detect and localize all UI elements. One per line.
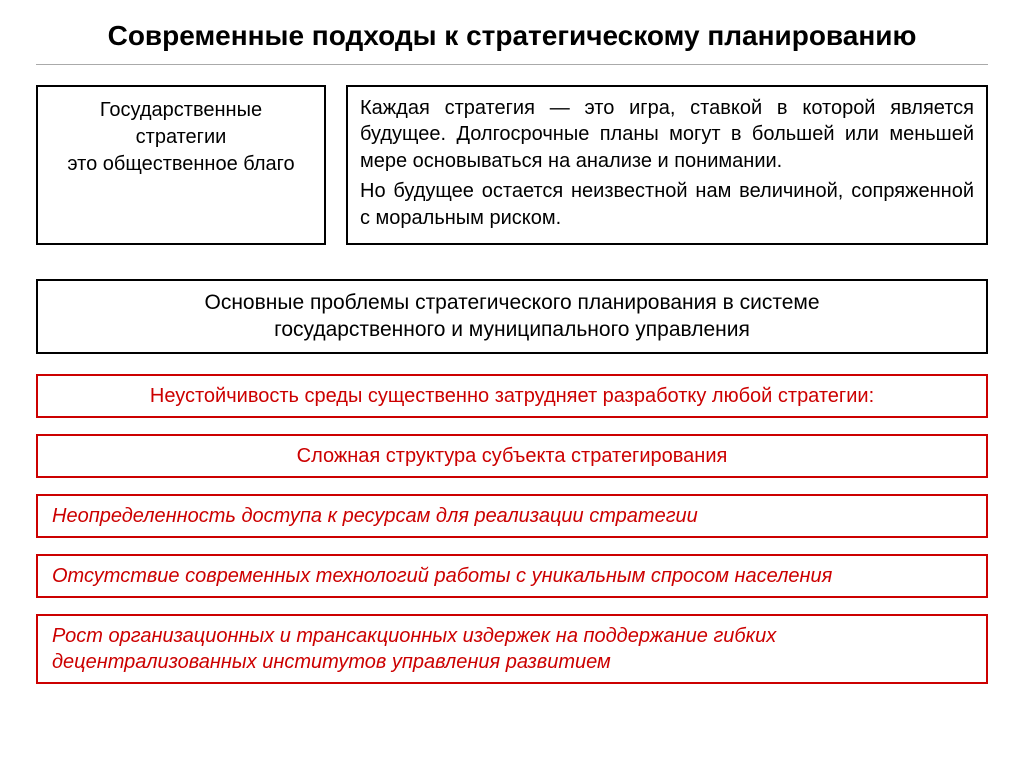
red-box-5: Рост организационных и трансакционных из…	[36, 614, 988, 684]
box-main-problems-header: Основные проблемы стратегического планир…	[36, 279, 988, 354]
left-line-3: это общественное благо	[67, 153, 294, 175]
red-box-4: Отсутствие современных технологий работы…	[36, 554, 988, 598]
red-box-3: Неопределенность доступа к ресурсам для …	[36, 494, 988, 538]
box-strategy-quote: Каждая стратегия — это игра, ставкой в к…	[346, 85, 988, 245]
page-title: Современные подходы к стратегическому пл…	[36, 20, 988, 65]
box-state-strategies: Государственные стратегии это общественн…	[36, 85, 326, 245]
quote-paragraph-2: Но будущее остается неизвестной нам вели…	[360, 178, 974, 231]
left-line-1: Государственные	[100, 99, 262, 121]
subheader-line-2: государственного и муниципального управл…	[274, 318, 750, 341]
left-line-2: стратегии	[136, 126, 227, 148]
slide: Современные подходы к стратегическому пл…	[0, 0, 1024, 767]
red-box-1: Неустойчивость среды существенно затрудн…	[36, 374, 988, 418]
quote-paragraph-1: Каждая стратегия — это игра, ставкой в к…	[360, 95, 974, 174]
subheader-line-1: Основные проблемы стратегического планир…	[204, 291, 819, 314]
red-box-2: Сложная структура субъекта стратегирован…	[36, 434, 988, 478]
top-row: Государственные стратегии это общественн…	[36, 85, 988, 245]
